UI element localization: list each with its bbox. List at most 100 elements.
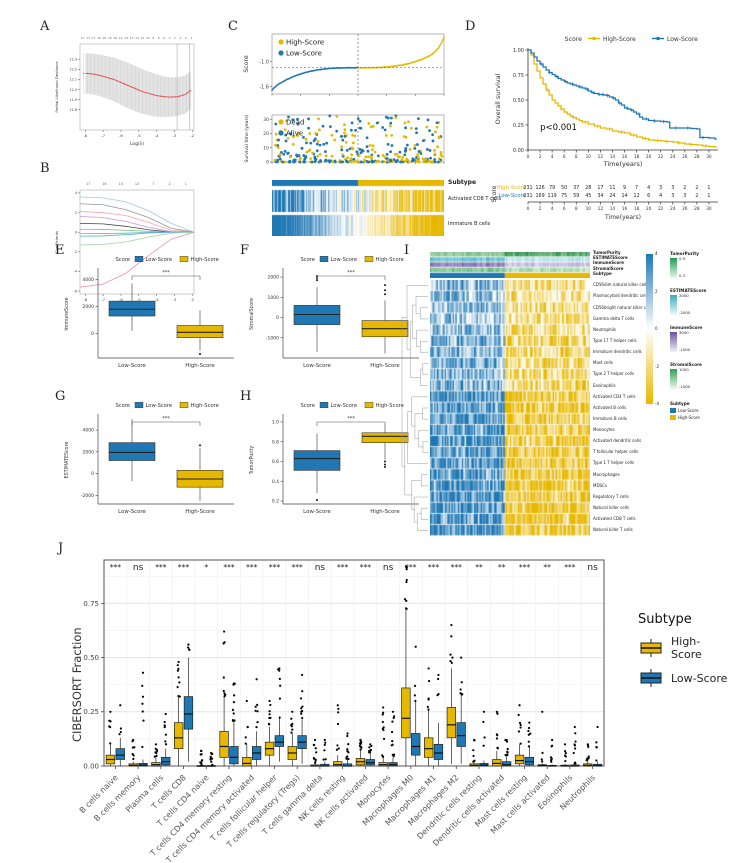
svg-text:***: *** xyxy=(246,563,258,572)
svg-text:4: 4 xyxy=(75,191,77,195)
svg-text:-1.0: -1.0 xyxy=(259,59,269,65)
heatmap-legends: 4 2 0 -2 -4 TumorPurity 0.9 0.3 ESTIMATEScore 200… xyxy=(646,251,729,548)
kaplan-meier-plot: Score High-Score Low-Score 1.00 0.75 0.50 0.25… xyxy=(490,32,725,174)
subtype-legend-title: Subtype xyxy=(670,401,690,406)
legend-max-label: 2000 xyxy=(679,293,689,298)
svg-text:2: 2 xyxy=(539,206,542,212)
svg-text:StromalScore: StromalScore xyxy=(249,298,255,330)
svg-text:Score: Score xyxy=(115,257,130,263)
svg-text:17: 17 xyxy=(86,36,90,40)
svg-text:0: 0 xyxy=(276,315,279,321)
svg-text:Low-Score: Low-Score xyxy=(286,49,322,57)
svg-text:-4: -4 xyxy=(74,270,77,274)
subtype-swatch xyxy=(670,408,676,413)
svg-text:231: 231 xyxy=(523,185,532,191)
svg-text:Low-Score: Low-Score xyxy=(303,509,331,515)
svg-text:Low-Score: Low-Score xyxy=(118,363,146,369)
svg-text:Low-Score: Low-Score xyxy=(331,403,358,409)
svg-text:6: 6 xyxy=(158,36,160,40)
tumor-purity-boxplot: Score Low-Score High-Score 0.2 0.4 0.6 0.8 1.0 L… xyxy=(243,398,429,538)
svg-text:16: 16 xyxy=(97,36,101,40)
svg-text:ns: ns xyxy=(133,563,144,573)
svg-text:***: *** xyxy=(428,563,440,572)
svg-text:p<0.001: p<0.001 xyxy=(540,123,577,133)
heatmap-row-label: Activated CD8 T cells xyxy=(448,196,502,202)
svg-text:12.0: 12.0 xyxy=(69,88,77,92)
svg-text:20: 20 xyxy=(646,206,652,212)
svg-text:0.2: 0.2 xyxy=(272,499,279,505)
svg-text:***: *** xyxy=(519,563,531,572)
legend-min-label: -1000 xyxy=(679,347,691,352)
svg-text:14: 14 xyxy=(610,154,616,160)
panel-d-label: D xyxy=(465,19,476,34)
svg-text:0.50: 0.50 xyxy=(83,654,99,662)
legend-title: TumorPurity xyxy=(670,251,699,256)
svg-text:3: 3 xyxy=(659,185,662,191)
legend-min-label: 0.3 xyxy=(679,273,686,278)
svg-text:37: 37 xyxy=(573,185,579,191)
svg-text:13: 13 xyxy=(130,36,134,40)
svg-text:2: 2 xyxy=(185,36,187,40)
legend-gradient xyxy=(670,332,677,352)
svg-text:0.8: 0.8 xyxy=(272,439,279,445)
svg-text:0: 0 xyxy=(527,154,530,160)
svg-text:4: 4 xyxy=(163,36,165,40)
cibersort-y-axis-label: CIBERSORT Fraction xyxy=(70,627,84,742)
svg-text:14: 14 xyxy=(610,206,616,212)
svg-text:2000: 2000 xyxy=(83,304,95,310)
svg-text:8: 8 xyxy=(152,36,154,40)
svg-text:14: 14 xyxy=(124,36,128,40)
svg-text:4000: 4000 xyxy=(83,277,95,283)
svg-text:12.1: 12.1 xyxy=(69,78,77,82)
svg-text:10: 10 xyxy=(586,154,592,160)
heatmap-row-label: Eosinophils xyxy=(593,382,616,388)
svg-text:1: 1 xyxy=(707,185,710,191)
svg-text:High-Score: High-Score xyxy=(191,257,219,263)
svg-text:Score: Score xyxy=(300,257,315,263)
colorbar-tick: -2 xyxy=(655,363,659,369)
svg-text:169: 169 xyxy=(535,193,544,199)
heatmap-row-label: Mast cells xyxy=(593,360,613,366)
subtype-legend-label: High-Score xyxy=(678,414,700,420)
svg-text:11.8: 11.8 xyxy=(69,108,77,112)
svg-text:2: 2 xyxy=(168,182,170,186)
svg-text:7: 7 xyxy=(635,185,638,191)
svg-text:0: 0 xyxy=(527,206,530,212)
legend-gradient xyxy=(670,258,677,278)
svg-text:-6: -6 xyxy=(119,297,123,302)
svg-text:High-Score: High-Score xyxy=(286,38,324,46)
svg-text:-7: -7 xyxy=(101,133,105,138)
svg-text:30: 30 xyxy=(706,206,712,212)
svg-text:18: 18 xyxy=(634,154,640,160)
panel-b-label: B xyxy=(40,161,50,176)
svg-text:11: 11 xyxy=(609,185,615,191)
svg-text:Time(years): Time(years) xyxy=(604,214,641,221)
svg-text:0: 0 xyxy=(266,160,269,166)
annotation-row-label: StromalScore xyxy=(593,265,624,271)
heatmap-row-label: Immature dendritic cells xyxy=(593,349,642,355)
svg-text:-2: -2 xyxy=(190,133,194,138)
svg-text:***: *** xyxy=(451,563,463,572)
svg-text:-8: -8 xyxy=(83,133,87,138)
legend-max-label: 1000 xyxy=(679,367,689,372)
annotation-row-label: ImmuneScore xyxy=(593,260,624,266)
svg-text:28: 28 xyxy=(694,206,700,212)
legend-min-label: -1000 xyxy=(679,384,691,389)
svg-text:28: 28 xyxy=(585,185,591,191)
svg-text:Low-Score: Low-Score xyxy=(118,509,146,515)
svg-text:-8: -8 xyxy=(83,297,87,302)
svg-text:6: 6 xyxy=(647,193,650,199)
svg-text:Log(λ): Log(λ) xyxy=(130,141,144,147)
svg-text:0.50: 0.50 xyxy=(513,98,524,104)
svg-text:0.6: 0.6 xyxy=(272,459,279,465)
svg-text:17: 17 xyxy=(81,36,85,40)
svg-text:3: 3 xyxy=(671,185,674,191)
svg-text:High-Score: High-Score xyxy=(370,363,400,369)
svg-text:0: 0 xyxy=(75,230,77,234)
colorbar-tick: 4 xyxy=(655,251,658,256)
svg-text:2: 2 xyxy=(174,36,176,40)
colorbar-tick: -4 xyxy=(655,401,659,406)
svg-text:Score: Score xyxy=(565,36,583,43)
heatmap-row-label: Monocytes xyxy=(593,427,615,433)
svg-text:Survival time (years): Survival time (years) xyxy=(244,114,250,162)
